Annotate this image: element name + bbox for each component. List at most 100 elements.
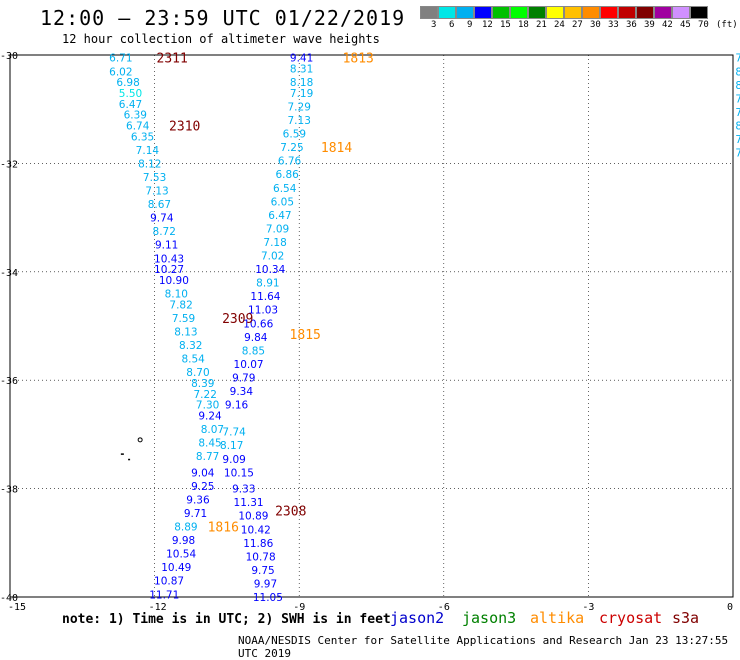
x-tick-label: -3 [582, 602, 594, 613]
track-time-label: 2311 [157, 52, 188, 67]
legend-swatch [438, 6, 456, 19]
map-title: 12:00 – 23:59 UTC 01/22/2019 [40, 6, 406, 30]
satellite-label-jason3: jason3 [462, 609, 517, 627]
legend-label: 27 [572, 20, 583, 30]
track-time-label: 2309 [222, 312, 253, 327]
wave-height-value: 8.10 [165, 288, 188, 300]
wave-height-value: 10.49 [161, 562, 191, 574]
legend-swatch [672, 6, 690, 19]
wave-height-value: 6.86 [275, 169, 299, 181]
wave-height-value: 8.45 [198, 438, 221, 450]
wave-height-value: 9.34 [230, 386, 254, 398]
wave-height-value: 7 [735, 107, 740, 119]
legend-label: 24 [554, 20, 565, 30]
legend-label: 45 [680, 20, 691, 30]
wave-height-value: 6.05 [271, 196, 294, 208]
map-note: note: 1) Time is in UTC; 2) SWH is in fe… [62, 612, 391, 627]
wave-height-value: 9.97 [254, 578, 277, 590]
legend-swatch [474, 6, 492, 19]
wave-height-value: 7.53 [143, 172, 166, 184]
wave-height-value: 9.41 [290, 53, 313, 65]
map-frame [9, 54, 734, 598]
legend-label: 18 [518, 20, 529, 30]
wave-height-value: 10.43 [154, 253, 184, 265]
wave-height-value: 7.25 [280, 142, 303, 154]
wave-height-value: 8.77 [196, 451, 219, 463]
y-tick-label: -30 [0, 51, 18, 62]
map-footer: NOAA/NESDIS Center for Satellite Applica… [238, 634, 729, 660]
legend-label: 36 [626, 20, 637, 30]
wave-height-value: 11.64 [250, 291, 280, 303]
legend-swatch [492, 6, 510, 19]
wave-height-value: 6.98 [116, 77, 139, 89]
wave-height-value: 8 [735, 120, 740, 132]
wave-height-value: 9.36 [186, 494, 210, 506]
wave-height-value: 11.03 [248, 305, 278, 317]
wave-height-value: 9.11 [155, 240, 178, 252]
legend-label: 21 [536, 20, 547, 30]
wave-height-value: 7.14 [136, 145, 160, 157]
wave-height-value: 7.30 [196, 400, 219, 412]
wave-height-value: 8.72 [153, 226, 176, 238]
legend-label: 9 [467, 20, 473, 30]
wave-height-value: 7 [735, 148, 740, 160]
island-marker [137, 437, 143, 443]
wave-height-value: 9.24 [198, 410, 222, 422]
track-time-label: 1814 [321, 141, 352, 156]
wave-height-value: 7.74 [222, 427, 246, 439]
wave-height-value: 9.75 [251, 565, 274, 577]
legend-swatches [420, 6, 740, 19]
satellite-label-cryosat: cryosat [599, 609, 663, 627]
legend-label: 3 [431, 20, 437, 30]
wave-height-value: 7.13 [288, 115, 311, 127]
legend-swatch [456, 6, 474, 19]
wave-height-value: 11.71 [149, 589, 179, 601]
wave-height-value: 8.54 [181, 354, 205, 366]
legend-swatch [636, 6, 654, 19]
y-tick-label: -36 [0, 376, 18, 387]
wave-height-value: 6.47 [119, 99, 142, 111]
track-time-label: 1815 [290, 328, 321, 343]
wave-height-value: 11.31 [234, 497, 264, 509]
y-tick-label: -38 [0, 485, 18, 496]
wave-height-value: 9.04 [191, 467, 215, 479]
wave-height-value: 10.27 [154, 264, 184, 276]
wave-height-value: 8.18 [290, 77, 313, 89]
wave-height-value: 8.67 [148, 199, 171, 211]
wave-height-value: 9.84 [244, 332, 268, 344]
x-tick-label: 0 [727, 602, 733, 613]
wave-height-value: 10.15 [224, 467, 254, 479]
legend-label: 39 [644, 20, 655, 30]
legend-swatch [564, 6, 582, 19]
wave-height-value: 10.34 [255, 264, 285, 276]
wave-height-value: 10.42 [241, 524, 271, 536]
wave-height-value: 7.09 [266, 223, 289, 235]
wave-height-value: 8.91 [256, 278, 279, 290]
legend-swatch [510, 6, 528, 19]
wave-height-value: 9.09 [222, 454, 245, 466]
legend-label: 12 [482, 20, 493, 30]
legend-swatch [654, 6, 672, 19]
wave-height-value: 7.02 [261, 251, 284, 263]
wave-height-value: 6.35 [131, 131, 154, 143]
land-features [120, 437, 143, 461]
y-tick-label: -34 [0, 268, 18, 279]
wave-height-value: 7.82 [169, 299, 192, 311]
wave-height-value: 8.39 [191, 378, 214, 390]
wave-height-value: 9.79 [232, 372, 255, 384]
legend-swatch [690, 6, 708, 19]
altimeter-tracks: 6.716.026.985.506.476.396.746.357.148.12… [109, 53, 740, 604]
track-time-label: 1813 [343, 52, 374, 67]
legend-swatch [582, 6, 600, 19]
wave-height-value: 8 [735, 66, 740, 78]
wave-height-value: 7. [735, 53, 740, 65]
color-legend: 3 6 9 12 15 18 21 24 27 30 33 36 39 42 45 70 (ft) [420, 6, 740, 31]
wave-height-value: 6.54 [273, 183, 297, 195]
wave-height-value: 8.32 [179, 340, 202, 352]
wave-height-value: 6.74 [126, 120, 150, 132]
track-time-label: 2308 [275, 504, 306, 519]
wave-height-value: 10.54 [166, 549, 196, 561]
satellite-label-altika: altika [530, 609, 585, 627]
